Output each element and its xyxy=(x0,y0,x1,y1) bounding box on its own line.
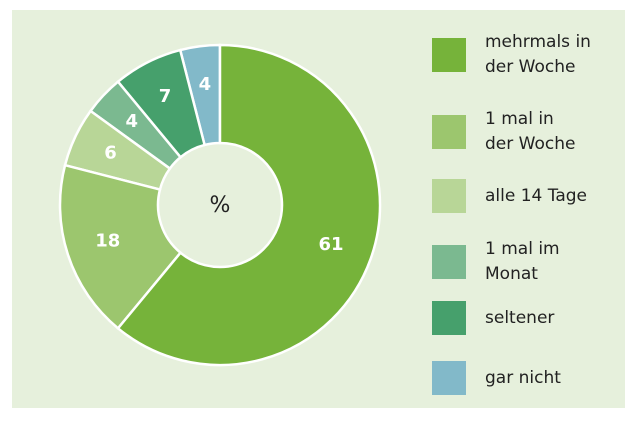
legend-label: gar nicht xyxy=(485,367,561,388)
legend-swatch xyxy=(432,38,466,72)
legend-swatch xyxy=(432,301,466,335)
slice xyxy=(63,109,172,192)
legend-item: seltener xyxy=(432,293,554,343)
data-label: 7 xyxy=(159,86,172,107)
legend-item: 1 mal im Monat xyxy=(432,237,560,287)
data-label: 61 xyxy=(318,234,343,255)
legend-swatch xyxy=(432,361,466,395)
legend-item: alle 14 Tage xyxy=(432,171,587,221)
data-label: 18 xyxy=(95,230,120,251)
legend-label: seltener xyxy=(485,307,555,328)
data-label: 4 xyxy=(199,74,212,95)
legend-label: alle 14 Tage xyxy=(485,185,587,206)
slice xyxy=(88,79,183,171)
data-label: 4 xyxy=(126,111,139,132)
slice xyxy=(116,48,207,159)
legend-swatch xyxy=(432,179,466,213)
legend-swatch xyxy=(432,115,466,149)
legend-label: mehrmals in der Woche xyxy=(485,32,591,77)
legend-item: 1 mal in der Woche xyxy=(432,107,575,157)
legend-item: gar nicht xyxy=(432,353,561,403)
legend-label: 1 mal in der Woche xyxy=(485,109,576,154)
center-label: % xyxy=(210,193,231,218)
legend-label: 1 mal im Monat xyxy=(485,239,560,284)
data-label: 6 xyxy=(104,142,117,163)
legend-swatch xyxy=(432,245,466,279)
legend-item: mehrmals in der Woche xyxy=(432,30,591,80)
slice xyxy=(116,43,382,367)
